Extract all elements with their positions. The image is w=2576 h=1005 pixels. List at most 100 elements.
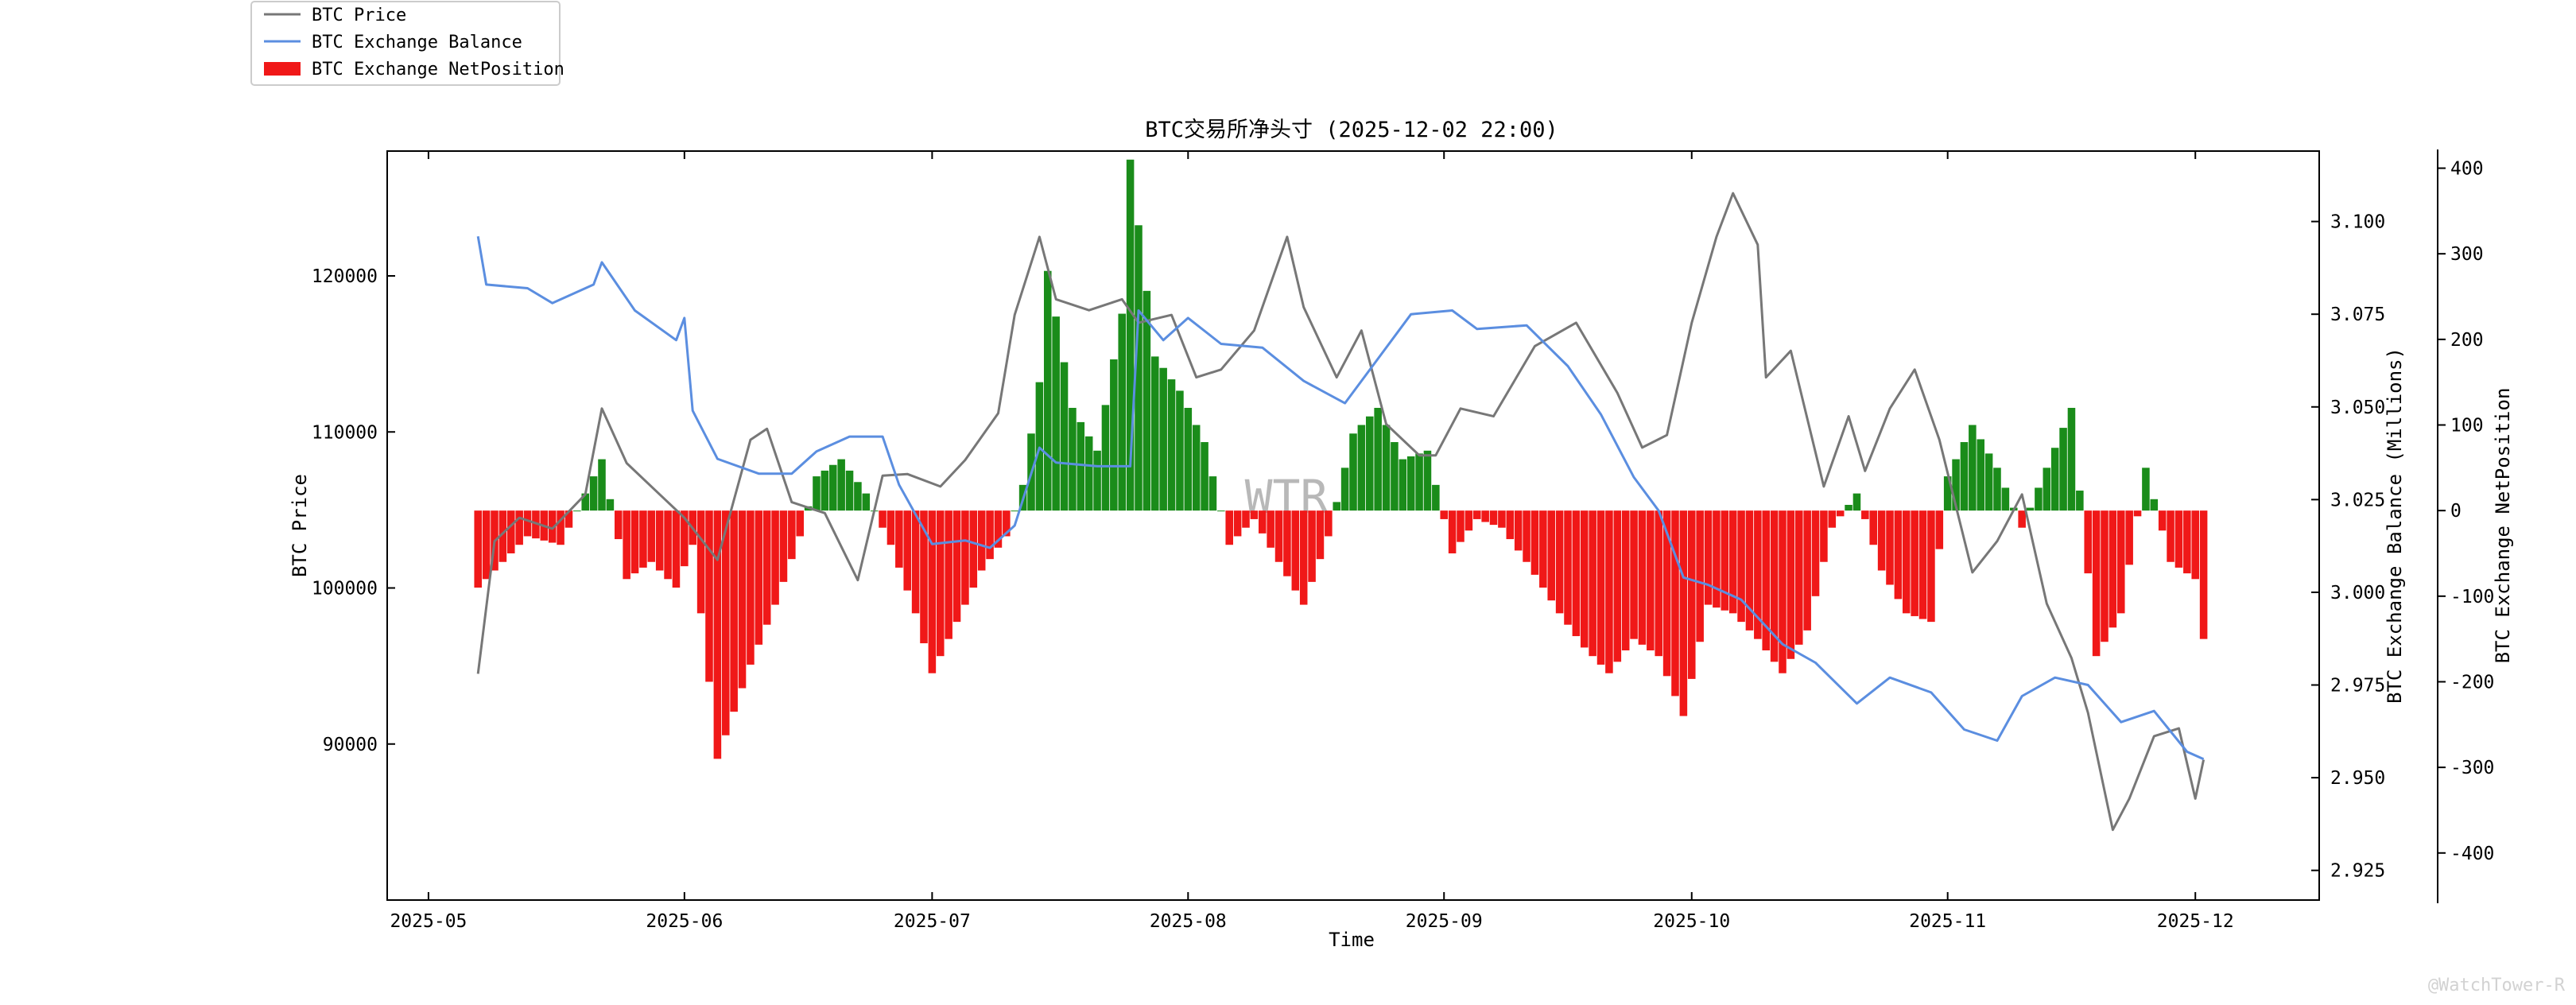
- plot-frame: [386, 150, 2320, 901]
- netposition-bar: [1845, 504, 1852, 511]
- y-right2-tick-label: -300: [2450, 758, 2494, 778]
- netposition-bar: [1274, 510, 1283, 562]
- plot-layers: [474, 159, 2208, 832]
- netposition-bar: [2084, 510, 2092, 574]
- netposition-bar: [1927, 510, 1935, 623]
- netposition-bar: [1143, 290, 1151, 511]
- netposition-bar: [1150, 356, 1159, 511]
- netposition-bar: [1423, 450, 1432, 511]
- netposition-bar: [557, 510, 564, 545]
- netposition-bar: [1671, 510, 1679, 697]
- y-right-tick-label: 3.050: [2330, 398, 2385, 418]
- netposition-bar: [1365, 416, 1374, 511]
- netposition-bar: [1555, 510, 1564, 614]
- netposition-bar: [1399, 459, 1407, 511]
- netposition-bar: [1984, 453, 1993, 511]
- netposition-bar: [1530, 510, 1539, 575]
- netposition-bar: [895, 510, 903, 568]
- netposition-bar: [952, 510, 961, 623]
- netposition-bar: [986, 510, 994, 560]
- netposition-bar: [755, 510, 763, 645]
- legend-label-price: BTC Price: [312, 6, 406, 25]
- netposition-bar: [771, 510, 779, 605]
- x-tick-label: 2025-10: [1653, 911, 1730, 932]
- netposition-bar: [1596, 510, 1605, 665]
- y-right2-tick-label: 100: [2450, 416, 2484, 437]
- netposition-bar: [1333, 502, 1340, 511]
- netposition-bar: [1225, 510, 1233, 545]
- netposition-bar: [1357, 425, 1366, 511]
- netposition-bar: [903, 510, 911, 591]
- netposition-bar: [1647, 510, 1655, 650]
- netposition-bar: [1069, 407, 1077, 511]
- netposition-bar: [1003, 510, 1011, 537]
- x-tick-label: 2025-12: [2157, 911, 2234, 932]
- chart-title: BTC交易所净头寸 (2025-12-02 22:00): [1145, 118, 1558, 142]
- netposition-bar: [1374, 407, 1382, 511]
- netposition-bar: [1918, 510, 1927, 619]
- netposition-bar: [1110, 359, 1118, 511]
- netposition-bar: [1952, 459, 1960, 511]
- netposition-bar: [879, 510, 886, 528]
- netposition-bar: [1969, 425, 1977, 511]
- footer-credit: @WatchTower-R: [2428, 976, 2566, 995]
- netposition-bar: [1539, 510, 1547, 588]
- netposition-bar: [705, 510, 713, 682]
- netposition-bar: [1283, 510, 1291, 576]
- netposition-bar: [1448, 510, 1457, 553]
- y-right2-tick-label: -200: [2450, 672, 2494, 693]
- netposition-bar: [969, 510, 978, 588]
- netposition-bar: [1011, 510, 1018, 512]
- netposition-bar: [1233, 510, 1242, 537]
- netposition-bar: [1655, 510, 1662, 657]
- netposition-bar: [1696, 510, 1704, 642]
- netposition-bar: [1308, 510, 1316, 582]
- y-right-tick-label: 3.000: [2330, 583, 2385, 603]
- netposition-bar: [1721, 510, 1729, 611]
- netposition-bar: [1052, 316, 1060, 511]
- netposition-bar: [796, 510, 804, 537]
- netposition-bar: [730, 510, 738, 712]
- netposition-bar: [779, 510, 788, 582]
- netposition-bar: [2125, 510, 2133, 565]
- x-axis-title: Time: [1329, 929, 1375, 951]
- netposition-bar: [564, 510, 573, 528]
- netposition-bar: [928, 510, 937, 673]
- netposition-bar: [813, 476, 821, 511]
- netposition-bar: [1201, 442, 1208, 511]
- netposition-bar: [664, 510, 672, 580]
- netposition-bar: [2043, 468, 2051, 511]
- netposition-bar: [1043, 270, 1052, 511]
- y-left-tick-label: 90000: [323, 735, 378, 755]
- netposition-bar: [1432, 484, 1440, 511]
- y-left-tick-label: 100000: [312, 579, 378, 600]
- netposition-bar: [1489, 510, 1498, 526]
- netposition-bar: [1572, 510, 1581, 637]
- netposition-bar: [515, 510, 523, 545]
- netposition-bar: [1794, 510, 1803, 645]
- y-right-tick-label: 2.950: [2330, 768, 2385, 789]
- netposition-bar: [1787, 510, 1795, 659]
- netposition-bar: [1457, 510, 1465, 542]
- netposition-bar: [862, 493, 871, 511]
- netposition-bar: [630, 510, 639, 574]
- netposition-bar: [581, 493, 589, 511]
- netposition-bar: [828, 464, 837, 511]
- netposition-bar: [977, 510, 986, 571]
- netposition-bar: [1779, 510, 1787, 673]
- netposition-bar: [1101, 405, 1110, 511]
- y-right2-tick-label: -100: [2450, 587, 2494, 607]
- netposition-bar: [1935, 510, 1944, 549]
- legend-label-balance: BTC Exchange Balance: [312, 33, 522, 52]
- netposition-bar: [821, 470, 829, 511]
- y-right-tick-label: 3.075: [2330, 305, 2385, 325]
- netposition-bar: [1911, 510, 1918, 616]
- y-right-tick-label: 3.100: [2330, 212, 2385, 233]
- netposition-bar: [1977, 439, 1984, 511]
- netposition-bar: [845, 470, 854, 511]
- netposition-bar: [614, 510, 623, 540]
- netposition-bar: [1349, 433, 1357, 511]
- netposition-bar: [2050, 448, 2059, 511]
- netposition-bar: [2035, 487, 2043, 511]
- netposition-bar: [1406, 456, 1415, 511]
